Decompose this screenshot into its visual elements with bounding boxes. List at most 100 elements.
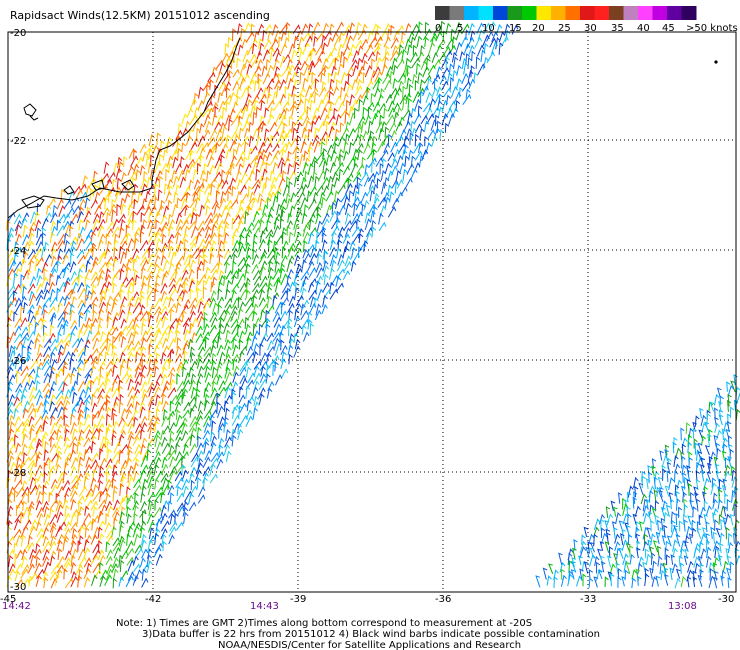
wind-barb [282,53,291,63]
wind-barb [69,260,77,273]
wind-barb [99,365,105,378]
wind-barb [113,233,119,244]
wind-barb [593,576,599,588]
wind-barb [335,197,341,210]
wind-barb [329,246,337,258]
wind-barb [726,555,731,566]
wind-barb [245,289,251,301]
legend-label: 35 [611,23,624,34]
wind-barb [229,91,236,104]
wind-barb [146,366,154,377]
wind-barb [14,317,23,328]
wind-barb [193,179,201,190]
wind-barb [165,168,170,182]
wind-barb [153,381,160,392]
wind-barb [77,462,83,474]
wind-barb [220,169,226,183]
wind-barb [422,85,429,97]
wind-barb [572,547,577,559]
wind-barb [197,315,205,328]
wind-barb [349,43,356,56]
wind-barb [225,148,232,160]
wind-barb [111,387,120,399]
wind-barb [721,450,727,461]
wind-barb [223,400,229,412]
wind-barb [168,277,176,287]
wind-barb [579,568,584,581]
wind-barb [703,513,709,525]
wind-barb [55,400,64,411]
wind-barb [230,289,237,301]
wind-barb [247,221,255,232]
wind-barb [34,415,43,426]
wind-barb [83,394,92,404]
wind-barb [29,548,36,560]
wind-barb [394,181,400,194]
wind-barb [318,137,326,147]
wind-barb [216,401,221,413]
wind-barb [29,484,38,496]
wind-barb [372,205,378,218]
wind-barb [209,311,218,323]
wind-barb [237,44,244,56]
wind-barb [140,239,149,251]
wind-barb [176,337,182,349]
wind-barb [638,482,644,495]
wind-barb [410,168,418,180]
wind-barb [680,575,687,587]
wind-barb [336,233,344,245]
wind-barb [154,329,162,342]
wind-barb [183,322,190,335]
wind-barb [112,412,118,426]
wind-barb [258,141,266,154]
wind-barb [247,372,256,384]
wind-barb [141,322,146,335]
wind-barb [353,156,359,167]
wind-barb [321,42,328,55]
wind-barb [42,484,47,496]
wind-barb [347,73,353,84]
wind-barb [370,92,376,104]
wind-barb [414,133,420,147]
wind-barb [98,261,108,273]
wind-barb [168,412,174,426]
wind-barb [134,365,141,378]
wind-barb [266,295,273,308]
wind-barb [441,67,450,78]
wind-barb [223,322,230,334]
wind-barb [267,114,275,125]
wind-barb [36,361,44,372]
wind-barb [674,577,681,589]
wind-barb [77,302,86,315]
wind-barb [77,495,85,505]
wind-barb [269,106,275,117]
wind-barb [626,524,631,538]
wind-barb [225,279,232,293]
wind-barb [218,269,225,281]
wind-barb [255,106,261,119]
wind-barb [43,440,49,454]
wind-barb [652,540,659,553]
wind-barb [265,142,273,154]
wind-barb [210,344,217,355]
wind-barb [285,140,292,152]
wind-barb [314,78,320,90]
wind-barb [721,570,727,581]
wind-barb [450,28,456,40]
wind-barb [325,134,331,146]
wind-barb [176,373,181,385]
wind-barb [203,409,212,419]
wind-barb [561,574,567,587]
wind-barb [336,268,345,279]
wind-barb [98,465,104,477]
wind-barb [153,344,160,355]
wind-barb [655,531,661,545]
wind-barb [329,239,336,251]
wind-barb [218,316,225,329]
wind-barb [168,526,177,537]
wind-barb [334,190,340,202]
wind-barb [85,317,92,328]
wind-barb [62,512,71,525]
wind-barb [169,394,179,406]
wind-barb [173,191,179,203]
